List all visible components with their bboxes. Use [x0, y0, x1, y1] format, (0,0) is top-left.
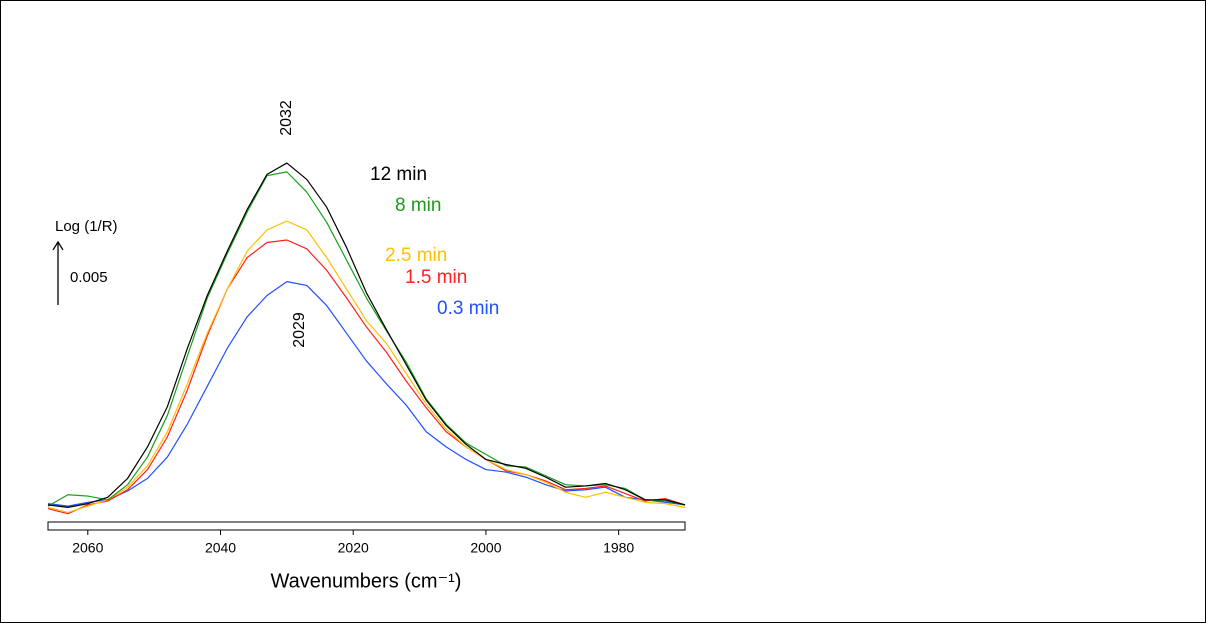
scale-arrow-head	[52, 240, 64, 251]
scale-bar-label: 0.005	[70, 269, 108, 286]
peak-annotation: 2029	[291, 312, 308, 348]
x-axis-title: Wavenumbers (cm⁻¹)	[271, 570, 462, 592]
y-axis-title: Log (1/R)	[55, 218, 118, 235]
spectrum-line	[47, 281, 686, 507]
spectrum-line	[47, 220, 686, 514]
x-tick-label: 1980	[603, 540, 634, 556]
x-axis-bar	[47, 521, 686, 531]
x-tick-label: 2000	[470, 540, 501, 556]
x-tick-label: 2060	[72, 540, 103, 556]
legend-label: 1.5 min	[405, 267, 467, 288]
peak-annotation: 2032	[278, 100, 295, 136]
legend-label: 12 min	[370, 164, 427, 185]
legend-label: 8 min	[395, 195, 441, 216]
spectrum-line	[47, 162, 686, 508]
spectrum-line	[47, 239, 686, 515]
legend-label: 0.3 min	[437, 298, 499, 319]
spectrum-line	[47, 171, 686, 507]
legend-label: 2.5 min	[385, 245, 447, 266]
x-tick-label: 2020	[338, 540, 369, 556]
x-tick-label: 2040	[205, 540, 236, 556]
